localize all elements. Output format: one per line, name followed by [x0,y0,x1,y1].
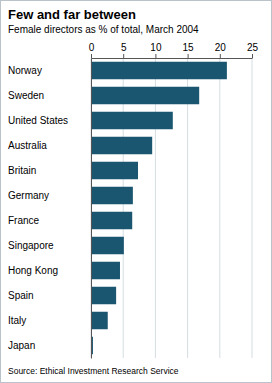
y-tick: Germany [8,190,91,201]
x-tick-label: 10 [150,42,162,53]
y-tick: Australia [8,140,91,151]
x-tick-mark [220,54,221,58]
x-tick: 25 [247,42,259,58]
x-tick: 0 [89,42,95,58]
bars [91,62,227,355]
category-label: France [8,215,40,226]
title: Few and far between [8,7,136,22]
bar [91,137,152,155]
y-axis-line [91,59,92,359]
bar [91,87,199,105]
bar [91,312,108,330]
y-tick: United States [8,115,91,126]
y-axis: Norway Sweden United States Australia Britai… [8,59,92,359]
bar [91,212,132,230]
x-tick: 10 [150,42,162,58]
bar [91,287,116,305]
x-tick-label: 20 [215,42,227,53]
x-tick: 15 [183,42,195,58]
y-tick: Italy [8,315,91,326]
y-tick: Spain [8,290,91,301]
y-tick: Japan [8,340,91,351]
background [1,1,272,383]
bar [91,162,138,180]
x-tick-mark [123,54,124,58]
grid-line [91,58,92,358]
x-axis-line [92,58,253,59]
bar [91,237,124,255]
category-label: Japan [8,340,35,351]
category-label: Singapore [8,240,54,251]
x-tick-label: 25 [247,42,259,53]
x-tick-mark [188,54,189,58]
category-label: United States [8,115,68,126]
category-label: Germany [8,190,49,201]
category-label: Italy [8,315,26,326]
y-tick: Norway [8,65,91,76]
bar [91,112,173,130]
x-axis: 0 5 10 15 20 25 [89,42,259,59]
x-tick-label: 0 [89,42,95,53]
x-tick-mark [155,54,156,58]
category-label: Sweden [8,90,44,101]
bar [91,187,133,205]
x-tick: 20 [215,42,227,58]
x-tick-mark [252,54,253,58]
x-tick-label: 5 [121,42,127,53]
x-tick-mark [91,54,92,58]
x-tick-label: 15 [183,42,195,53]
category-label: Britain [8,165,36,176]
source: Source: Ethical Investment Research Serv… [8,366,179,376]
y-tick: Singapore [8,240,91,251]
y-tick: Sweden [8,90,91,101]
grid [91,58,252,358]
chart: Few and far between Female directors as %… [0,0,272,383]
grid-line [252,58,253,358]
bar [91,262,120,280]
category-label: Norway [8,65,42,76]
bar [91,62,227,80]
category-label: Australia [8,140,47,151]
y-tick: Hong Kong [8,265,91,276]
x-tick: 5 [121,42,127,58]
grid-line [219,58,220,358]
subtitle: Female directors as % of total, March 20… [8,24,199,35]
category-label: Hong Kong [8,265,58,276]
y-tick: France [8,215,91,226]
y-tick: Britain [8,165,91,176]
category-label: Spain [8,290,34,301]
